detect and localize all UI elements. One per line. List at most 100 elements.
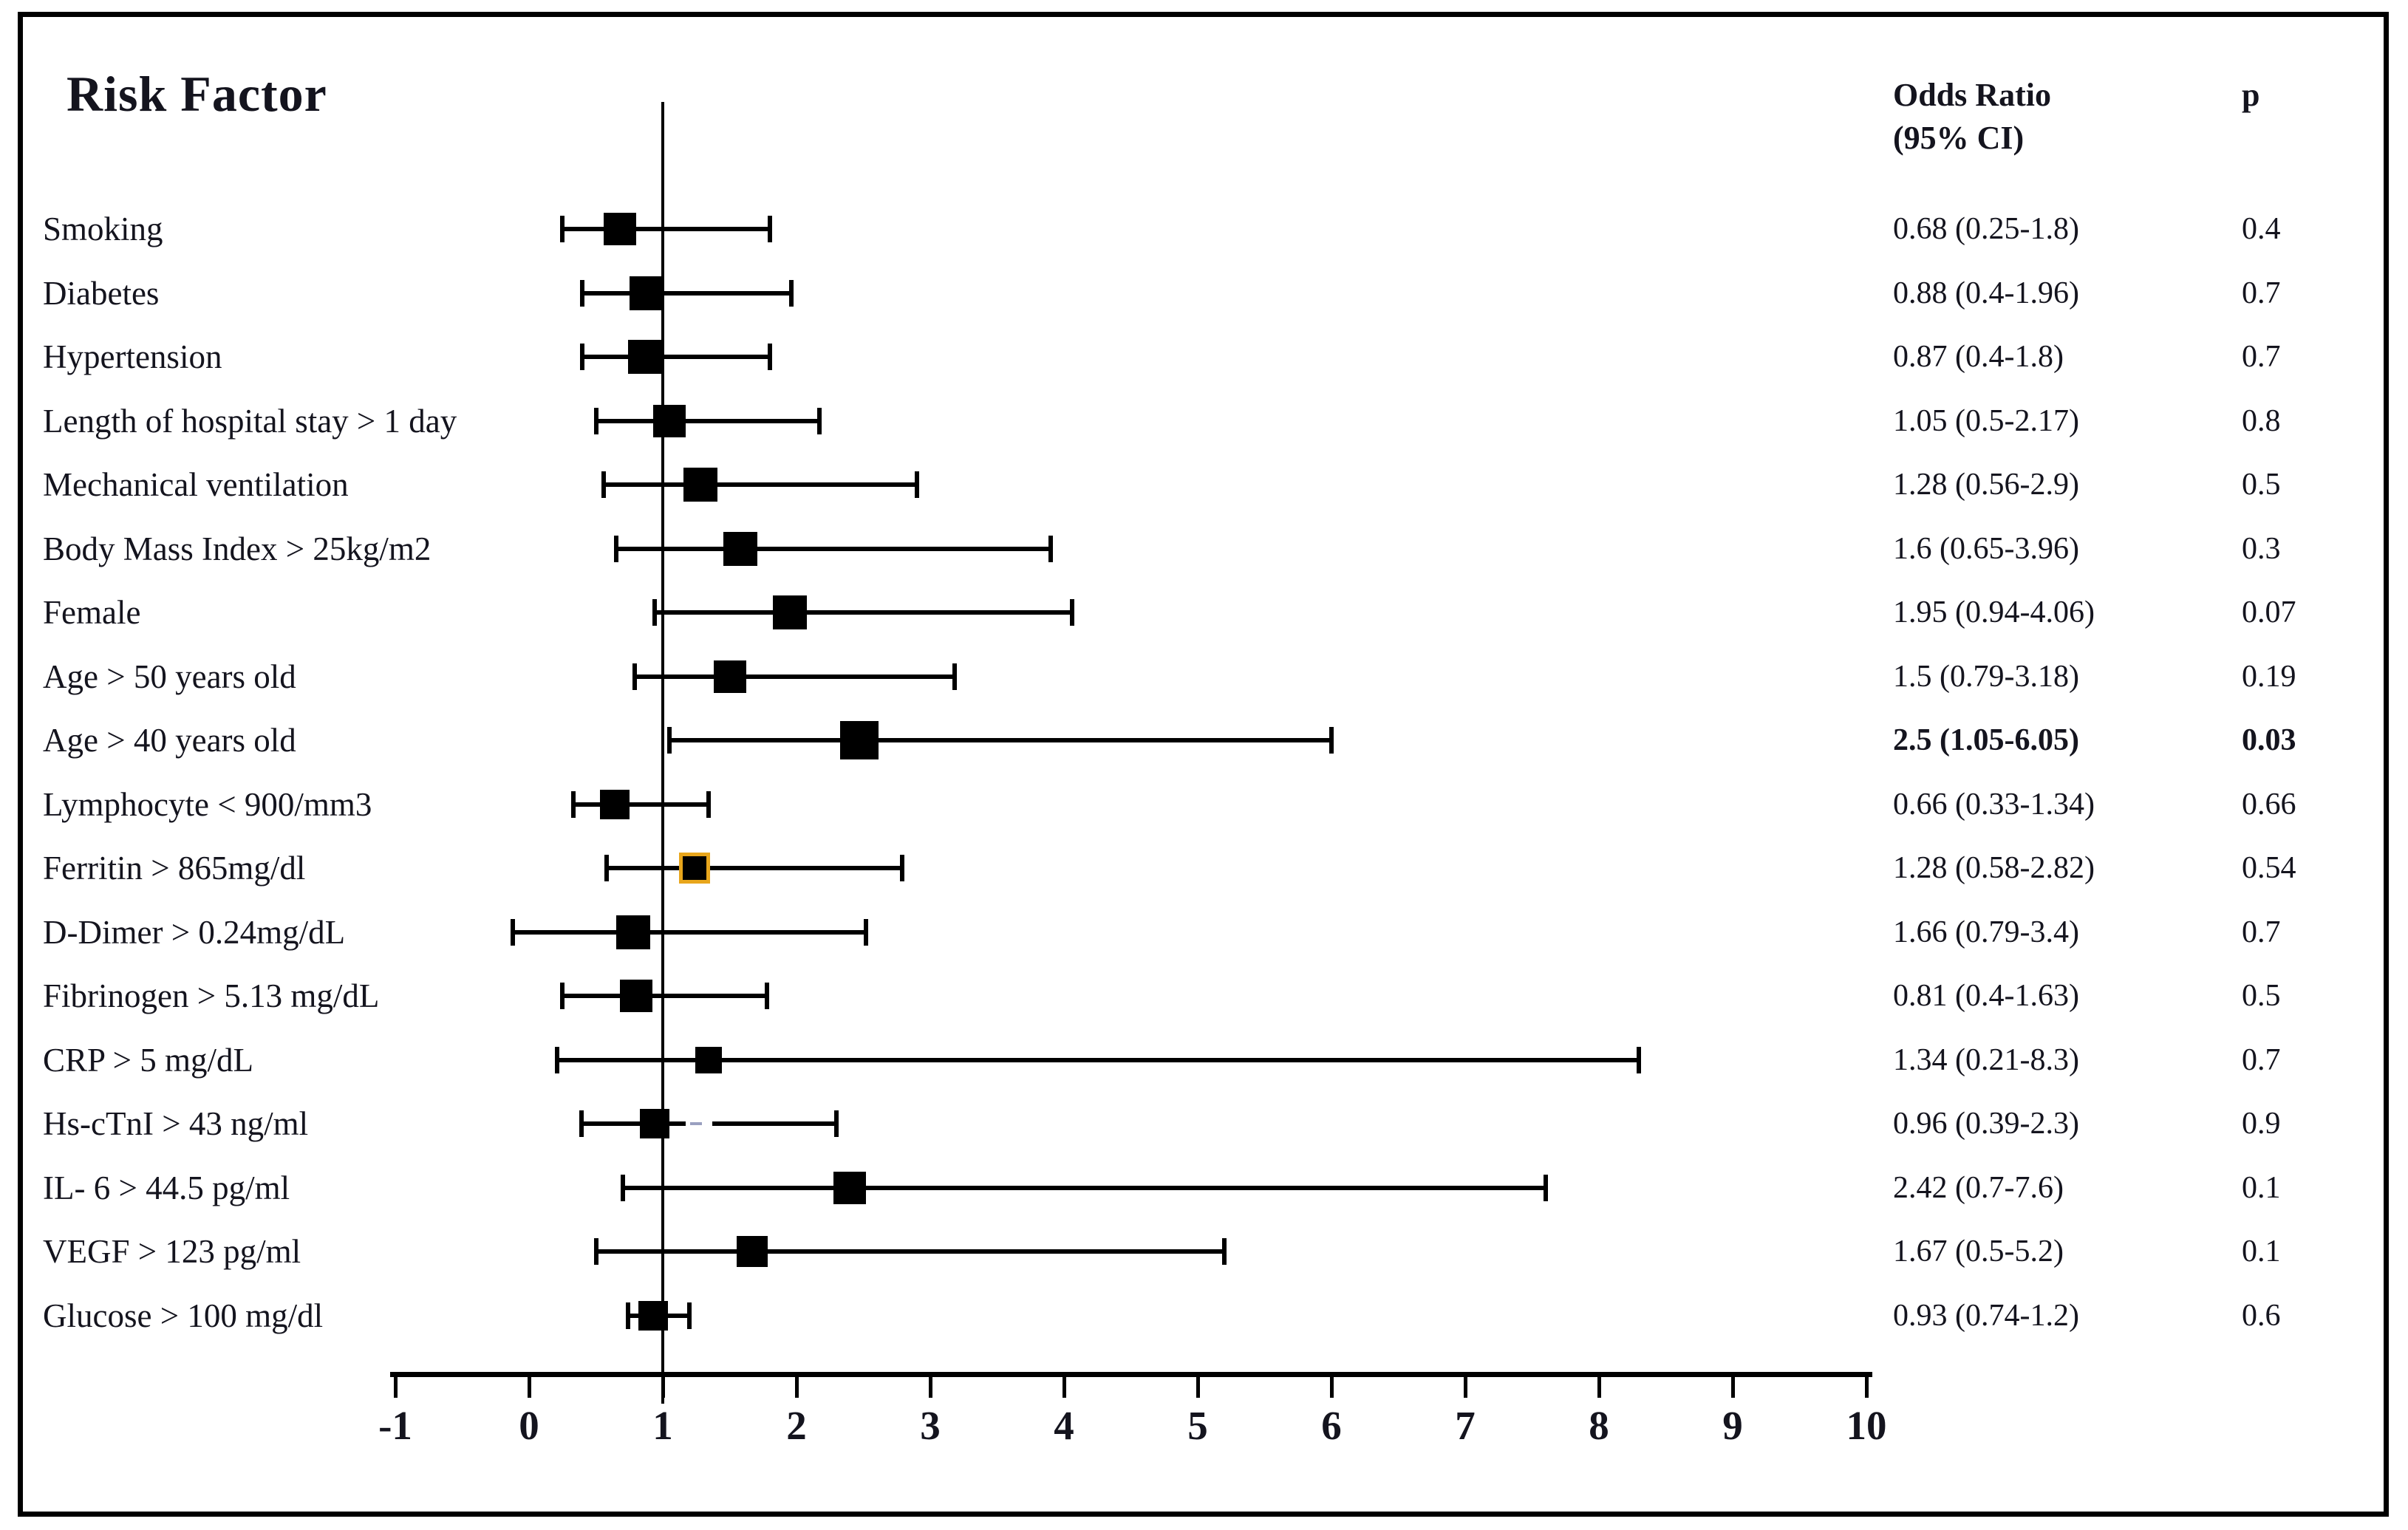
or-marker bbox=[723, 531, 757, 566]
ci-cap-low bbox=[580, 344, 585, 370]
x-axis-tick-label: 7 bbox=[1455, 1403, 1476, 1448]
x-axis-tick bbox=[1865, 1376, 1869, 1398]
or-marker bbox=[599, 789, 630, 819]
x-axis-tick bbox=[1731, 1376, 1735, 1398]
x-axis-tick bbox=[661, 1376, 665, 1398]
ci-cap-low bbox=[560, 983, 565, 1009]
odds-ratio-value: 1.95 (0.94-4.06) bbox=[1893, 595, 2095, 629]
ci-cap-high bbox=[1637, 1046, 1642, 1073]
or-marker bbox=[695, 1046, 722, 1073]
ci-cap-high bbox=[1048, 535, 1053, 562]
x-axis-tick-label: 2 bbox=[786, 1403, 807, 1448]
odds-ratio-value: 2.42 (0.7-7.6) bbox=[1893, 1170, 2064, 1205]
p-column-header: p bbox=[2242, 77, 2260, 113]
x-axis-tick-label: 5 bbox=[1187, 1403, 1208, 1448]
x-axis-tick-label: 6 bbox=[1321, 1403, 1342, 1448]
x-axis-tick-label: 0 bbox=[519, 1403, 539, 1448]
odds-ratio-value: 0.87 (0.4-1.8) bbox=[1893, 340, 2064, 374]
odds-ratio-value: 1.5 (0.79-3.18) bbox=[1893, 659, 2079, 694]
row-label: Glucose > 100 mg/dl bbox=[43, 1297, 324, 1334]
x-axis-tick bbox=[1330, 1376, 1334, 1398]
x-axis-tick bbox=[1196, 1376, 1200, 1398]
ci-whisker bbox=[573, 802, 709, 807]
ci-whisker bbox=[513, 929, 867, 935]
x-axis-tick-label: 4 bbox=[1054, 1403, 1074, 1448]
p-value: 0.54 bbox=[2242, 851, 2296, 885]
ci-cap-high bbox=[706, 790, 711, 818]
x-axis-tick-label: 10 bbox=[1846, 1403, 1887, 1448]
ci-whisker bbox=[615, 546, 1051, 551]
ci-cap-high bbox=[765, 983, 770, 1009]
ci-whisker bbox=[669, 738, 1331, 742]
row-label: Body Mass Index > 25kg/m2 bbox=[43, 530, 432, 567]
ci-cap-high bbox=[767, 344, 772, 370]
p-value: 0.7 bbox=[2242, 340, 2281, 374]
ci-cap-high bbox=[952, 663, 957, 690]
figure-border bbox=[18, 12, 2389, 1517]
whisker-gap-artifact bbox=[690, 1122, 703, 1125]
odds-ratio-value: 1.6 (0.65-3.96) bbox=[1893, 531, 2079, 566]
odds-ratio-value: 1.66 (0.79-3.4) bbox=[1893, 915, 2079, 949]
p-value: 0.03 bbox=[2242, 723, 2296, 757]
ci-cap-high bbox=[816, 407, 822, 434]
p-value: 0.07 bbox=[2242, 595, 2296, 629]
or-marker bbox=[638, 1300, 669, 1331]
p-value: 0.19 bbox=[2242, 659, 2296, 694]
or-marker bbox=[772, 595, 807, 629]
ci-whisker bbox=[562, 227, 770, 231]
figure-title: Risk Factor bbox=[66, 66, 327, 122]
x-axis-tick bbox=[1597, 1376, 1601, 1398]
ci-whisker bbox=[562, 994, 768, 998]
odds-ratio-header-line1: Odds Ratio bbox=[1893, 77, 2051, 113]
ci-cap-low bbox=[555, 1046, 559, 1073]
or-marker bbox=[640, 1109, 670, 1138]
odds-ratio-value: 0.93 (0.74-1.2) bbox=[1893, 1298, 2079, 1333]
ci-cap-low bbox=[593, 407, 598, 434]
x-axis-tick bbox=[394, 1376, 398, 1398]
odds-ratio-column-header: Odds Ratio (95% CI) bbox=[1893, 74, 2051, 160]
ci-cap-low bbox=[613, 535, 618, 562]
ci-whisker bbox=[655, 610, 1072, 615]
p-value: 0.6 bbox=[2242, 1298, 2281, 1333]
or-marker bbox=[737, 1236, 768, 1267]
ci-cap-high bbox=[1543, 1174, 1548, 1201]
ci-whisker bbox=[622, 1185, 1546, 1190]
row-label: Fibrinogen > 5.13 mg/dL bbox=[43, 977, 380, 1014]
ci-whisker bbox=[582, 290, 791, 296]
row-label: Age > 40 years old bbox=[43, 722, 296, 759]
or-marker bbox=[630, 276, 664, 310]
x-axis-tick-label: 8 bbox=[1589, 1403, 1609, 1448]
row-label: Hypertension bbox=[43, 338, 222, 375]
or-marker bbox=[653, 404, 686, 437]
ci-cap-high bbox=[1069, 599, 1074, 626]
ci-cap-high bbox=[864, 918, 869, 946]
odds-ratio-value: 2.5 (1.05-6.05) bbox=[1893, 723, 2079, 757]
row-label: Mechanical ventilation bbox=[43, 466, 349, 503]
ci-whisker bbox=[581, 1121, 686, 1126]
or-marker bbox=[683, 468, 717, 502]
x-axis-tick-label: -1 bbox=[378, 1403, 412, 1448]
odds-ratio-value: 0.88 (0.4-1.96) bbox=[1893, 276, 2079, 310]
p-value: 0.66 bbox=[2242, 787, 2296, 822]
odds-ratio-value: 0.81 (0.4-1.63) bbox=[1893, 979, 2079, 1013]
ci-cap-high bbox=[899, 855, 904, 881]
or-marker bbox=[604, 213, 637, 245]
ci-cap-low bbox=[620, 1174, 625, 1201]
or-marker bbox=[619, 980, 652, 1012]
ci-cap-low bbox=[570, 790, 576, 818]
or-marker bbox=[713, 660, 746, 693]
p-value: 0.7 bbox=[2242, 276, 2281, 310]
odds-ratio-value: 1.28 (0.56-2.9) bbox=[1893, 468, 2079, 502]
ci-cap-high bbox=[788, 279, 794, 307]
or-marker bbox=[628, 340, 663, 374]
x-axis-tick-label: 9 bbox=[1722, 1403, 1743, 1448]
row-label: Diabetes bbox=[43, 274, 160, 312]
ci-whisker bbox=[604, 482, 917, 487]
ci-cap-low bbox=[579, 1110, 584, 1137]
odds-ratio-value: 0.96 (0.39-2.3) bbox=[1893, 1107, 2079, 1141]
x-axis-tick-label: 1 bbox=[652, 1403, 673, 1448]
x-axis-line bbox=[390, 1372, 1872, 1377]
ci-cap-low bbox=[604, 855, 609, 881]
p-value: 0.1 bbox=[2242, 1170, 2281, 1205]
row-label: Smoking bbox=[43, 211, 163, 247]
